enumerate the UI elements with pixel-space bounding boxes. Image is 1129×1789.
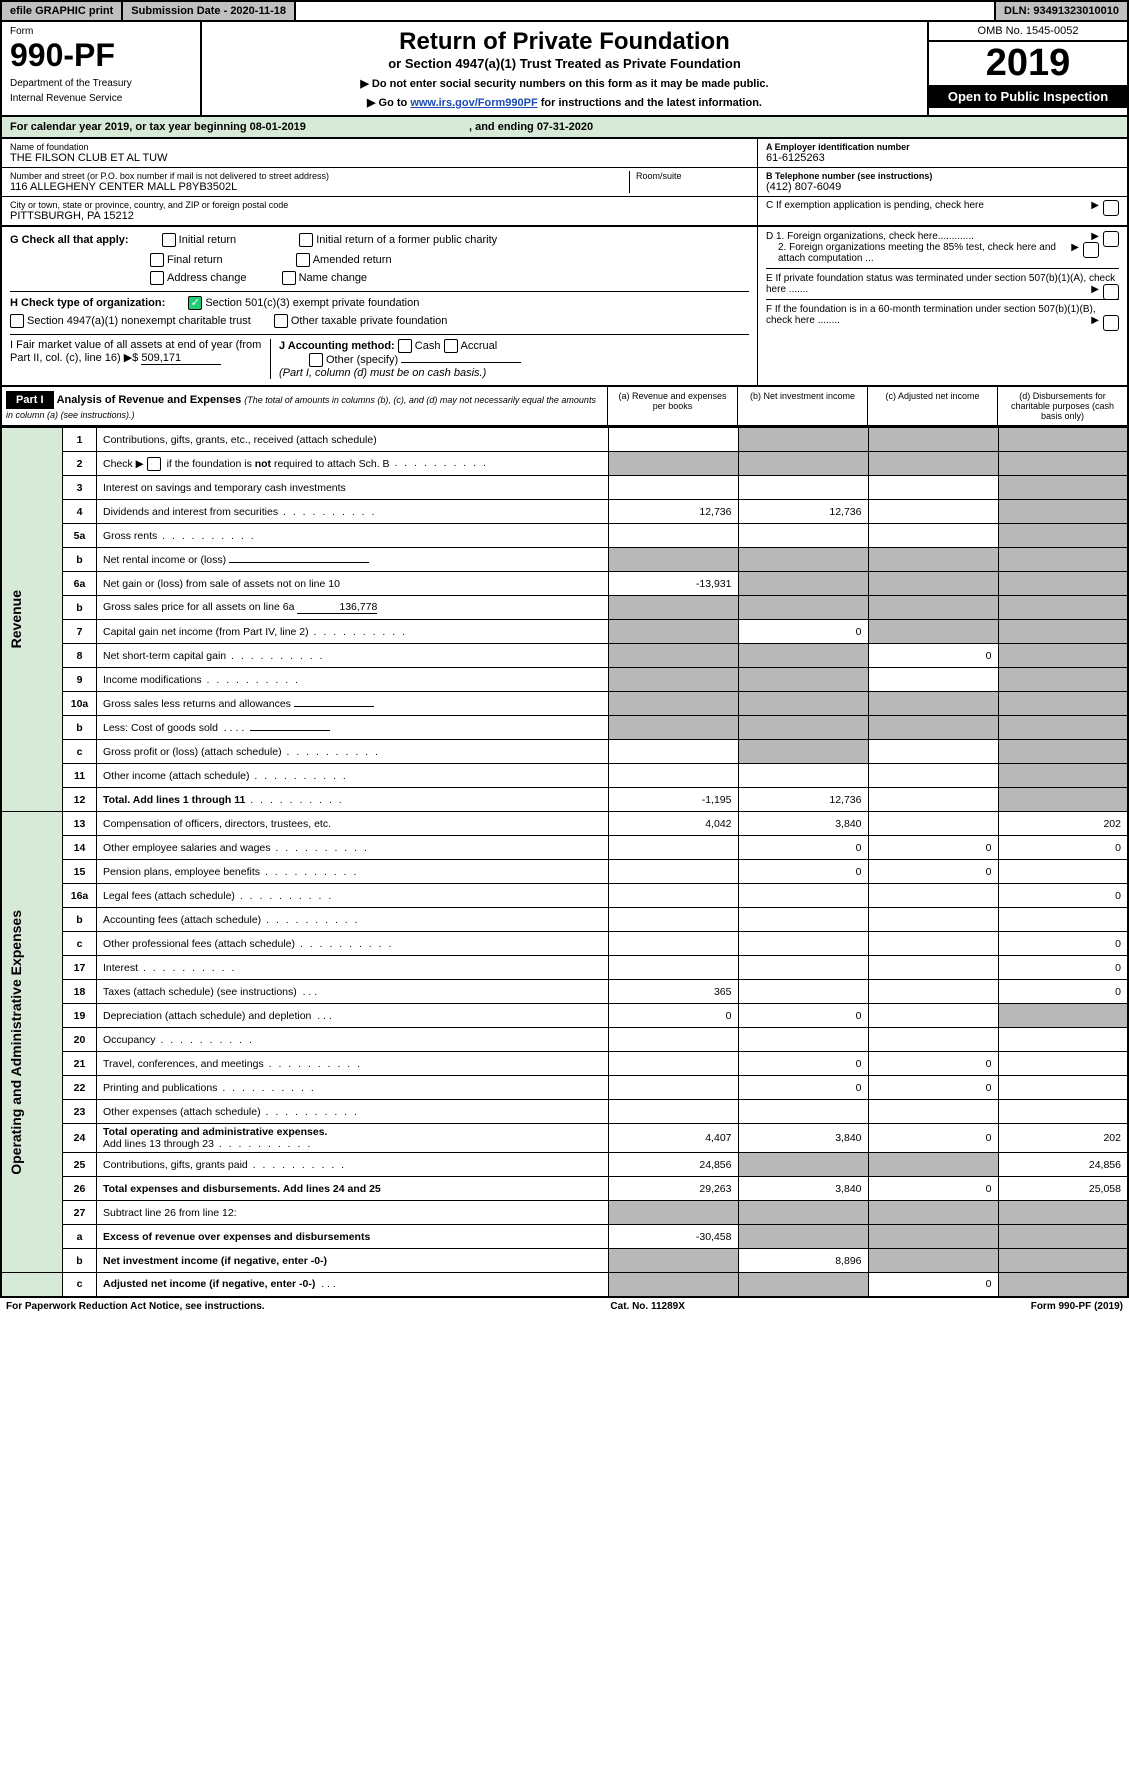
fmv-value: 509,171	[141, 352, 221, 365]
entity-info: Name of foundation THE FILSON CLUB ET AL…	[0, 139, 1129, 227]
other-taxable-chk[interactable]	[274, 314, 288, 328]
col-b-head: (b) Net investment income	[737, 387, 867, 425]
part1-header: Part I Analysis of Revenue and Expenses …	[0, 387, 1129, 427]
accrual-chk[interactable]	[444, 339, 458, 353]
amended-chk[interactable]	[296, 253, 310, 267]
initial-former-chk[interactable]	[299, 233, 313, 247]
form-header: Form 990-PF Department of the Treasury I…	[0, 22, 1129, 117]
schb-chk[interactable]	[147, 457, 161, 471]
d2-chk[interactable]	[1083, 242, 1099, 258]
form-label: Form	[10, 26, 192, 37]
col-a-head: (a) Revenue and expenses per books	[607, 387, 737, 425]
city-state-zip: PITTSBURGH, PA 15212	[10, 210, 749, 222]
initial-return-chk[interactable]	[162, 233, 176, 247]
telephone: (412) 807-6049	[766, 181, 1119, 193]
d2-label: 2. Foreign organizations meeting the 85%…	[778, 242, 1058, 264]
form-title: Return of Private Foundation	[208, 28, 921, 56]
j-label: J Accounting method:	[279, 340, 395, 352]
col-c-head: (c) Adjusted net income	[867, 387, 997, 425]
form-number: 990-PF	[10, 37, 192, 74]
tax-year: 2019	[929, 42, 1127, 85]
col-d-head: (d) Disbursements for charitable purpose…	[997, 387, 1127, 425]
dept-label: Department of the Treasury	[10, 78, 192, 89]
revenue-label: Revenue	[8, 590, 24, 648]
open-public: Open to Public Inspection	[929, 85, 1127, 108]
instruction-2: ▶ Go to www.irs.gov/Form990PF for instru…	[208, 96, 921, 109]
cash-chk[interactable]	[398, 339, 412, 353]
foundation-name: THE FILSON CLUB ET AL TUW	[10, 152, 749, 164]
form-subtitle: or Section 4947(a)(1) Trust Treated as P…	[208, 56, 921, 71]
final-return-chk[interactable]	[150, 253, 164, 267]
checkbox-section: G Check all that apply: Initial return I…	[0, 227, 1129, 387]
d1-chk[interactable]	[1103, 231, 1119, 247]
part1-label: Part I	[6, 391, 54, 409]
page-footer: For Paperwork Reduction Act Notice, see …	[0, 1298, 1129, 1315]
instruction-1: ▶ Do not enter social security numbers o…	[208, 77, 921, 90]
501c3-chk[interactable]	[188, 296, 202, 310]
tel-label: B Telephone number (see instructions)	[766, 171, 1119, 181]
i-label: I Fair market value of all assets at end…	[10, 339, 261, 364]
ein: 61-6125263	[766, 152, 1119, 164]
efile-label: efile GRAPHIC print	[2, 2, 123, 20]
f-chk[interactable]	[1103, 315, 1119, 331]
h-label: H Check type of organization:	[10, 297, 165, 309]
cat-no: Cat. No. 11289X	[610, 1301, 684, 1312]
c-checkbox[interactable]	[1103, 200, 1119, 216]
ein-label: A Employer identification number	[766, 142, 1119, 152]
c-label: C If exemption application is pending, c…	[766, 200, 984, 211]
j-note: (Part I, column (d) must be on cash basi…	[279, 367, 486, 379]
address-change-chk[interactable]	[150, 271, 164, 285]
city-label: City or town, state or province, country…	[10, 200, 749, 210]
other-chk[interactable]	[309, 353, 323, 367]
d1-label: D 1. Foreign organizations, check here..…	[766, 231, 974, 242]
irs-label: Internal Revenue Service	[10, 93, 192, 104]
4947-chk[interactable]	[10, 314, 24, 328]
topbar: efile GRAPHIC print Submission Date - 20…	[0, 0, 1129, 22]
addr-label: Number and street (or P.O. box number if…	[10, 171, 629, 181]
paperwork-notice: For Paperwork Reduction Act Notice, see …	[6, 1301, 265, 1312]
submission-date: Submission Date - 2020-11-18	[123, 2, 296, 20]
part1-title: Analysis of Revenue and Expenses	[57, 394, 242, 406]
expenses-label: Operating and Administrative Expenses	[8, 910, 24, 1175]
part1-table: Revenue 1Contributions, gifts, grants, e…	[0, 427, 1129, 1298]
irs-link[interactable]: www.irs.gov/Form990PF	[410, 97, 537, 109]
room-label: Room/suite	[636, 171, 749, 181]
dln: DLN: 93491323010010	[994, 2, 1127, 20]
calendar-year-row: For calendar year 2019, or tax year begi…	[0, 117, 1129, 139]
form-ref: Form 990-PF (2019)	[1031, 1301, 1123, 1312]
name-label: Name of foundation	[10, 142, 749, 152]
address: 116 ALLEGHENY CENTER MALL P8YB3502L	[10, 181, 629, 193]
g-label: G Check all that apply:	[10, 234, 129, 246]
e-label: E If private foundation status was termi…	[766, 273, 1115, 295]
name-change-chk[interactable]	[282, 271, 296, 285]
f-label: F If the foundation is in a 60-month ter…	[766, 304, 1096, 326]
e-chk[interactable]	[1103, 284, 1119, 300]
omb-number: OMB No. 1545-0052	[929, 22, 1127, 42]
